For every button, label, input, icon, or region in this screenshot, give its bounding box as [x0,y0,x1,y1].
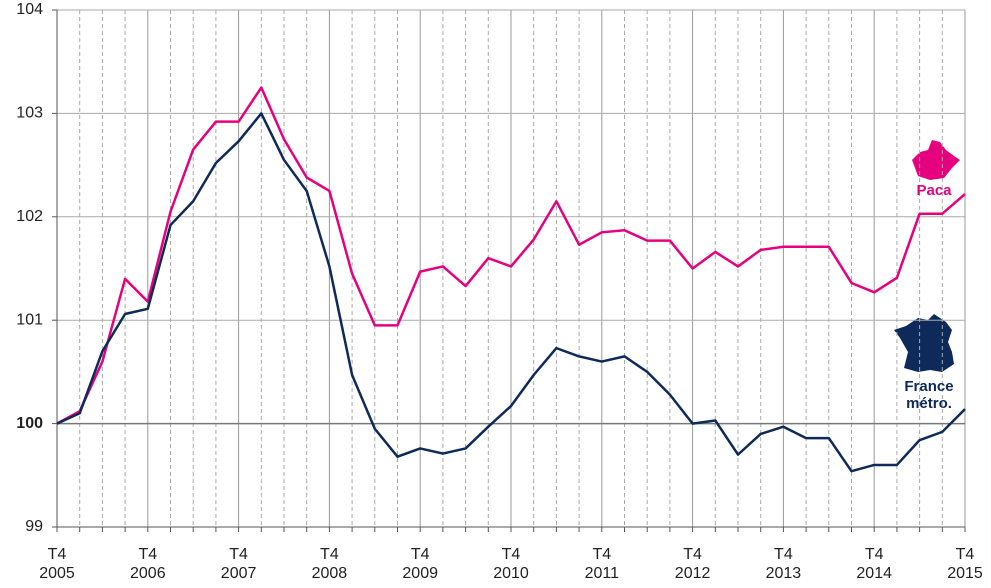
series-label: France métro. [904,378,954,412]
x-tick-label: T4 2007 [220,546,257,582]
paca-icon [912,140,960,180]
x-tick-label: T4 2011 [584,546,619,582]
x-tick-label: T4 2009 [402,546,438,582]
y-tick-label: 101 [16,311,43,328]
x-tick-label: T4 2008 [311,546,348,582]
x-tick-label: T4 2015 [947,546,983,582]
france-icon [894,314,954,372]
x-tick-label: T4 2013 [765,546,802,582]
y-tick-label: 104 [16,1,43,18]
series-line [56,86,966,425]
x-tick-label: T4 2006 [130,546,166,582]
y-tick-label: 100 [16,415,43,432]
series-label: Paca [916,182,952,199]
series-line [56,112,966,473]
y-tick-label: 103 [16,105,43,122]
x-tick-label: T4 2005 [39,546,75,582]
y-tick-label: 102 [16,208,43,225]
y-tick-label: 99 [25,518,43,535]
x-tick-label: T4 2010 [493,546,529,582]
x-tick-label: T4 2014 [856,546,892,582]
x-tick-label: T4 2012 [674,546,711,582]
